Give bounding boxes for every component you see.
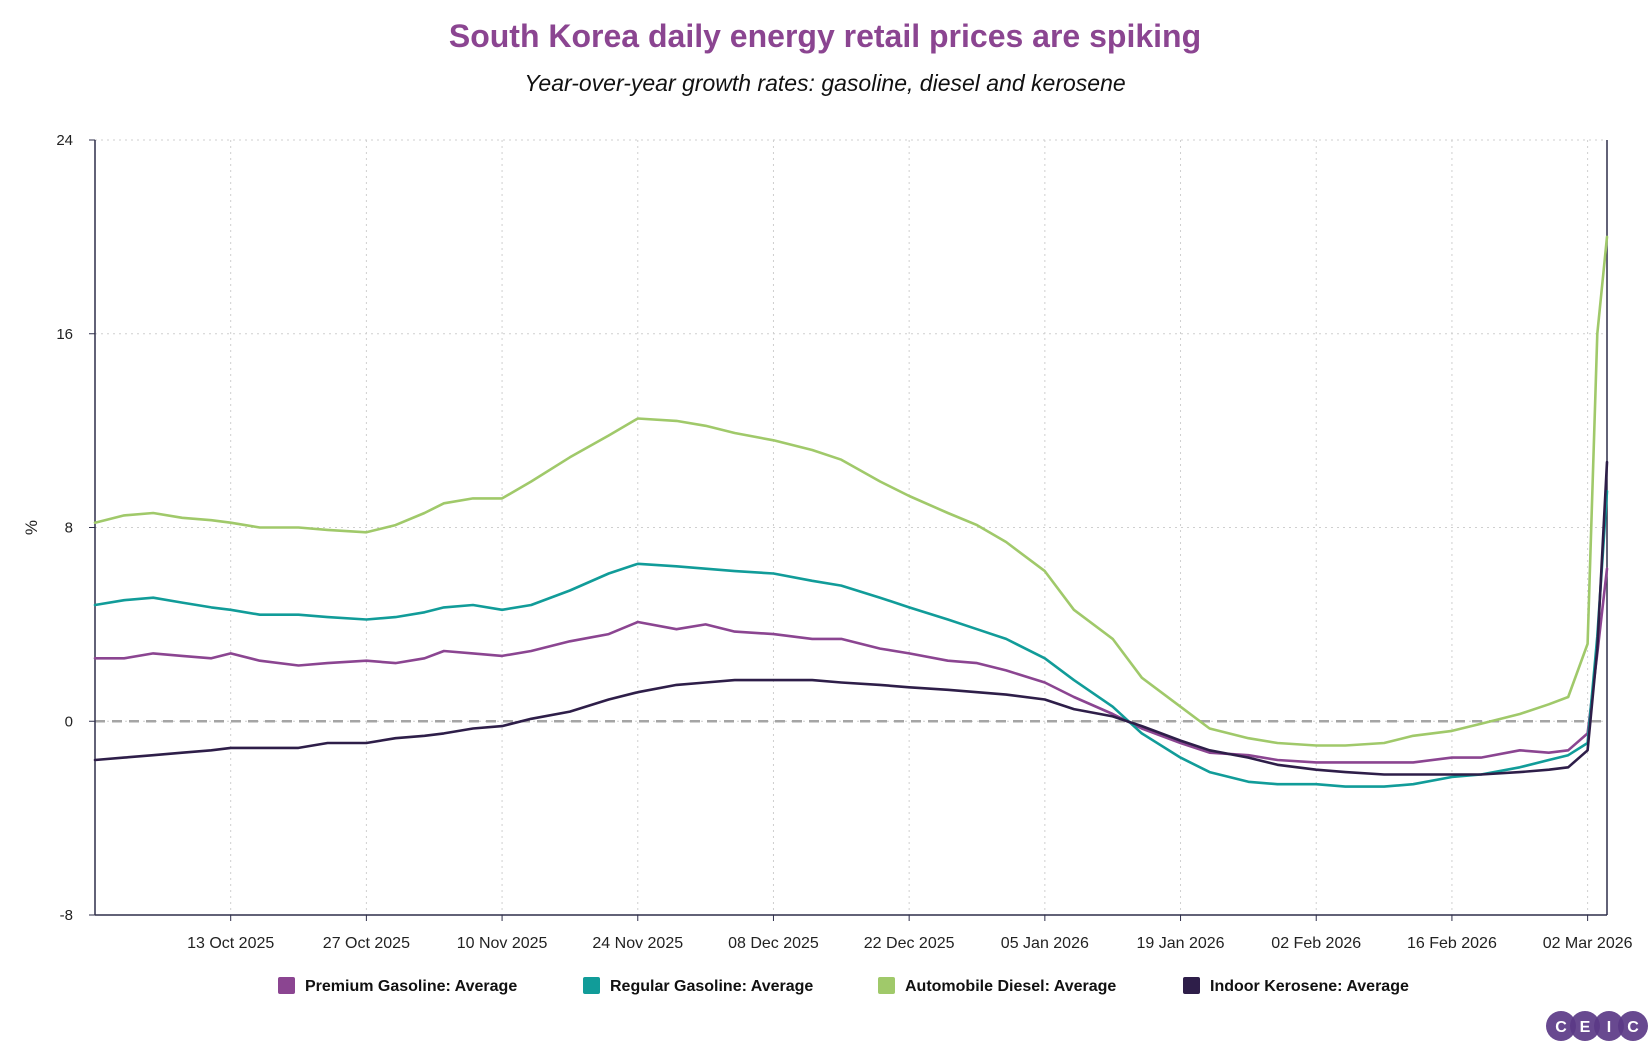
legend-label: Automobile Diesel: Average	[905, 978, 1116, 995]
x-tick-label: 27 Oct 2025	[323, 935, 410, 952]
series-line-premium-gasoline-average	[93, 567, 1609, 764]
x-tick-label: 13 Oct 2025	[187, 935, 274, 952]
series-layer	[93, 235, 1609, 788]
legend-swatch	[583, 977, 600, 994]
logo-circle	[1546, 1011, 1576, 1041]
y-tick-label: -8	[60, 907, 73, 924]
legend-label: Premium Gasoline: Average	[305, 978, 517, 995]
y-tick-label: 16	[56, 326, 73, 343]
y-axis-label: %	[22, 520, 41, 535]
series-line-regular-gasoline-average	[93, 489, 1609, 788]
legend-swatch	[878, 977, 895, 994]
y-tick-label: 0	[65, 713, 73, 730]
grid-layer	[95, 139, 1607, 916]
logo-letter: I	[1607, 1019, 1611, 1036]
logo-letter: E	[1580, 1019, 1591, 1036]
legend-swatch	[1183, 977, 1200, 994]
axes: -8 0 8 16 24 13 Oct 2025 27 Oct 2025 10 Nov 202…	[22, 132, 1633, 952]
y-tick-label: 8	[65, 520, 73, 537]
x-tick-label: 10 Nov 2025	[457, 935, 548, 952]
legend-label: Regular Gasoline: Average	[610, 978, 813, 995]
legend-item: Indoor Kerosene: Average	[1183, 977, 1409, 995]
chart-subtitle: Year-over-year growth rates: gasoline, d…	[524, 70, 1126, 96]
legend: Premium Gasoline: Average Regular Gasolin…	[278, 977, 1409, 995]
logo-circle	[1594, 1011, 1624, 1041]
legend-label: Indoor Kerosene: Average	[1210, 978, 1409, 995]
x-tick-label: 02 Feb 2026	[1271, 935, 1361, 952]
legend-item: Automobile Diesel: Average	[878, 977, 1116, 995]
x-tick-label: 05 Jan 2026	[1001, 935, 1089, 952]
x-tick-label: 19 Jan 2026	[1136, 935, 1224, 952]
x-tick-label: 16 Feb 2026	[1407, 935, 1497, 952]
y-tick-label: 24	[56, 132, 73, 149]
logo-circle	[1618, 1011, 1648, 1041]
series-line-indoor-kerosene-average	[93, 460, 1609, 776]
logo-letter: C	[1627, 1019, 1639, 1036]
legend-item: Regular Gasoline: Average	[583, 977, 813, 995]
chart-title: South Korea daily energy retail prices a…	[448, 18, 1202, 54]
legend-item: Premium Gasoline: Average	[278, 977, 517, 995]
x-tick-label: 24 Nov 2025	[592, 935, 683, 952]
x-tick-label: 08 Dec 2025	[728, 935, 819, 952]
logo-circle	[1570, 1011, 1600, 1041]
logo-letter: C	[1555, 1019, 1567, 1036]
x-tick-label: 22 Dec 2025	[864, 935, 955, 952]
series-line-automobile-diesel-average	[93, 235, 1609, 747]
legend-swatch	[278, 977, 295, 994]
x-tick-label: 02 Mar 2026	[1543, 935, 1633, 952]
